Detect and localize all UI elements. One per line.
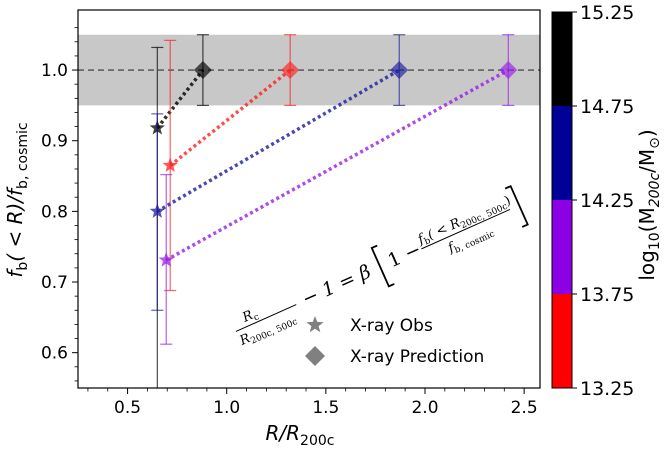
legend-star-marker bbox=[306, 316, 324, 333]
y-tick-label-1: 0.7 bbox=[41, 273, 68, 293]
obs-star-marker-2 bbox=[149, 203, 165, 218]
eq-minus-one-beta: − 1 = β bbox=[299, 261, 375, 311]
connector-line-3 bbox=[165, 68, 510, 262]
colorbar-tick-label-2: 14.25 bbox=[580, 190, 634, 212]
legend-obs-label: X-ray Obs bbox=[350, 316, 433, 336]
legend-diamond-marker bbox=[305, 346, 325, 366]
eq-left-bracket bbox=[370, 244, 395, 288]
x-tick-label-1: 1.0 bbox=[213, 398, 240, 418]
y-tick-label-4: 1.0 bbox=[41, 61, 68, 81]
shaded-band-layer bbox=[78, 34, 540, 106]
y-axis-label: fb( < R)/fb, cosmic bbox=[3, 122, 31, 277]
x-tick-label-0: 0.5 bbox=[114, 398, 141, 418]
eq-frac1-bar bbox=[235, 304, 297, 332]
pred-diamond-marker-3 bbox=[499, 61, 518, 80]
obs-star-marker-1 bbox=[162, 157, 178, 172]
legend: X-ray Obs X-ray Prediction bbox=[305, 316, 484, 367]
x-axis-label: R/R200c bbox=[266, 421, 335, 449]
colorbar-segment-0 bbox=[552, 294, 572, 388]
legend-pred-label: X-ray Prediction bbox=[350, 347, 484, 367]
colorbar-tick-label-0: 13.25 bbox=[580, 378, 634, 400]
x-tick-label-4: 2.5 bbox=[511, 398, 538, 418]
pred-diamond-marker-1 bbox=[281, 61, 300, 80]
x-tick-label-3: 2.0 bbox=[411, 398, 438, 418]
y-tick-label-3: 0.9 bbox=[41, 132, 68, 152]
colorbar-tick-label-4: 15.25 bbox=[580, 2, 634, 24]
colorbar-segment-1 bbox=[552, 200, 572, 294]
connector-line-0 bbox=[155, 68, 205, 130]
plot-frame bbox=[77, 9, 541, 389]
series-layer bbox=[149, 34, 518, 388]
colorbar: 13.25 13.75 14.25 14.75 15.25 bbox=[551, 2, 634, 400]
pred-diamond-marker-2 bbox=[390, 61, 409, 80]
x-tick-label-2: 1.5 bbox=[312, 398, 339, 418]
obs-star-marker-3 bbox=[158, 252, 174, 267]
eq-frac2-bar bbox=[421, 208, 511, 250]
colorbar-segment-2 bbox=[552, 106, 572, 200]
tick-layer: 0.5 1.0 1.5 2.0 2.5 0.6 0.7 0.8 0.9 1.0 bbox=[41, 27, 538, 418]
pred-diamond-marker-0 bbox=[193, 61, 212, 80]
y-tick-label-0: 0.6 bbox=[41, 344, 68, 364]
eq-one-minus: 1 − bbox=[385, 238, 425, 272]
connector-line-2 bbox=[156, 68, 401, 213]
eq-right-bracket bbox=[504, 184, 529, 228]
colorbar-segment-3 bbox=[552, 12, 572, 106]
connector-line-1 bbox=[169, 68, 292, 167]
y-tick-label-2: 0.8 bbox=[41, 202, 68, 222]
colorbar-tick-label-1: 13.75 bbox=[580, 284, 634, 306]
colorbar-label: log10(M200c/M⊙) bbox=[635, 129, 663, 280]
colorbar-tick-label-3: 14.75 bbox=[580, 96, 634, 118]
